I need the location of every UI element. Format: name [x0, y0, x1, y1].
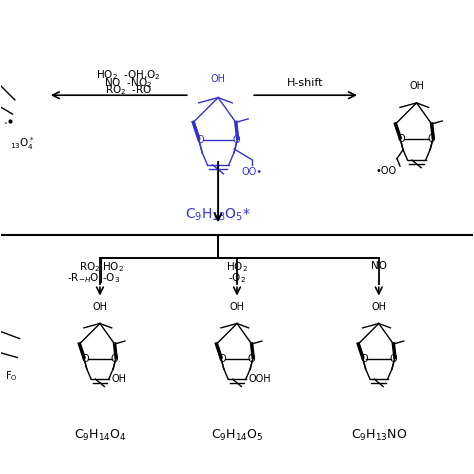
Text: OOH: OOH	[249, 374, 271, 384]
Text: -O$_2$: -O$_2$	[228, 272, 246, 285]
Text: O: O	[248, 354, 255, 364]
Text: $\mathrm{F_O}$: $\mathrm{F_O}$	[5, 369, 18, 383]
Text: $_{13}$O$_4^*$: $_{13}$O$_4^*$	[10, 136, 35, 152]
Text: OH: OH	[371, 302, 386, 312]
Text: -R$_{-H}$O: -R$_{-H}$O	[67, 272, 100, 285]
Text: OO•: OO•	[241, 167, 262, 177]
Text: O: O	[398, 134, 405, 144]
Text: RO$_2$: RO$_2$	[79, 261, 100, 274]
Text: HO$_2$: HO$_2$	[226, 261, 248, 274]
Text: $_{\circ}$: $_{\circ}$	[3, 117, 8, 126]
Text: OH: OH	[210, 74, 226, 84]
Text: HO$_2$  -OH,O$_2$: HO$_2$ -OH,O$_2$	[96, 68, 161, 82]
Text: O: O	[390, 354, 397, 364]
Text: NO  -NO$_2$: NO -NO$_2$	[104, 76, 152, 90]
Text: OH: OH	[92, 302, 108, 312]
Text: •OO: •OO	[376, 166, 397, 176]
Text: -O$_3$: -O$_3$	[102, 272, 120, 285]
Text: HO$_2$: HO$_2$	[102, 261, 124, 274]
Text: OH: OH	[112, 374, 127, 384]
Text: NO: NO	[371, 261, 387, 271]
Text: O: O	[197, 135, 204, 145]
Text: O: O	[360, 354, 368, 364]
Text: RO$_2$  -RO: RO$_2$ -RO	[104, 83, 152, 97]
Text: O: O	[428, 134, 436, 144]
Text: $\mathregular{C_9H_{13}O_5}$*: $\mathregular{C_9H_{13}O_5}$*	[185, 206, 251, 223]
Text: $\mathregular{C_9H_{13}NO}$: $\mathregular{C_9H_{13}NO}$	[351, 428, 407, 443]
Text: OH: OH	[229, 302, 245, 312]
Text: O: O	[232, 135, 240, 145]
Text: H-shift: H-shift	[287, 78, 324, 88]
Text: O: O	[219, 354, 226, 364]
Text: $\mathregular{C_9H_{14}O_5}$: $\mathregular{C_9H_{14}O_5}$	[211, 428, 263, 443]
Text: O: O	[82, 354, 89, 364]
Text: OH: OH	[409, 82, 424, 91]
Text: $\mathregular{C_9H_{14}O_4}$: $\mathregular{C_9H_{14}O_4}$	[73, 428, 126, 443]
Text: O: O	[111, 354, 118, 364]
